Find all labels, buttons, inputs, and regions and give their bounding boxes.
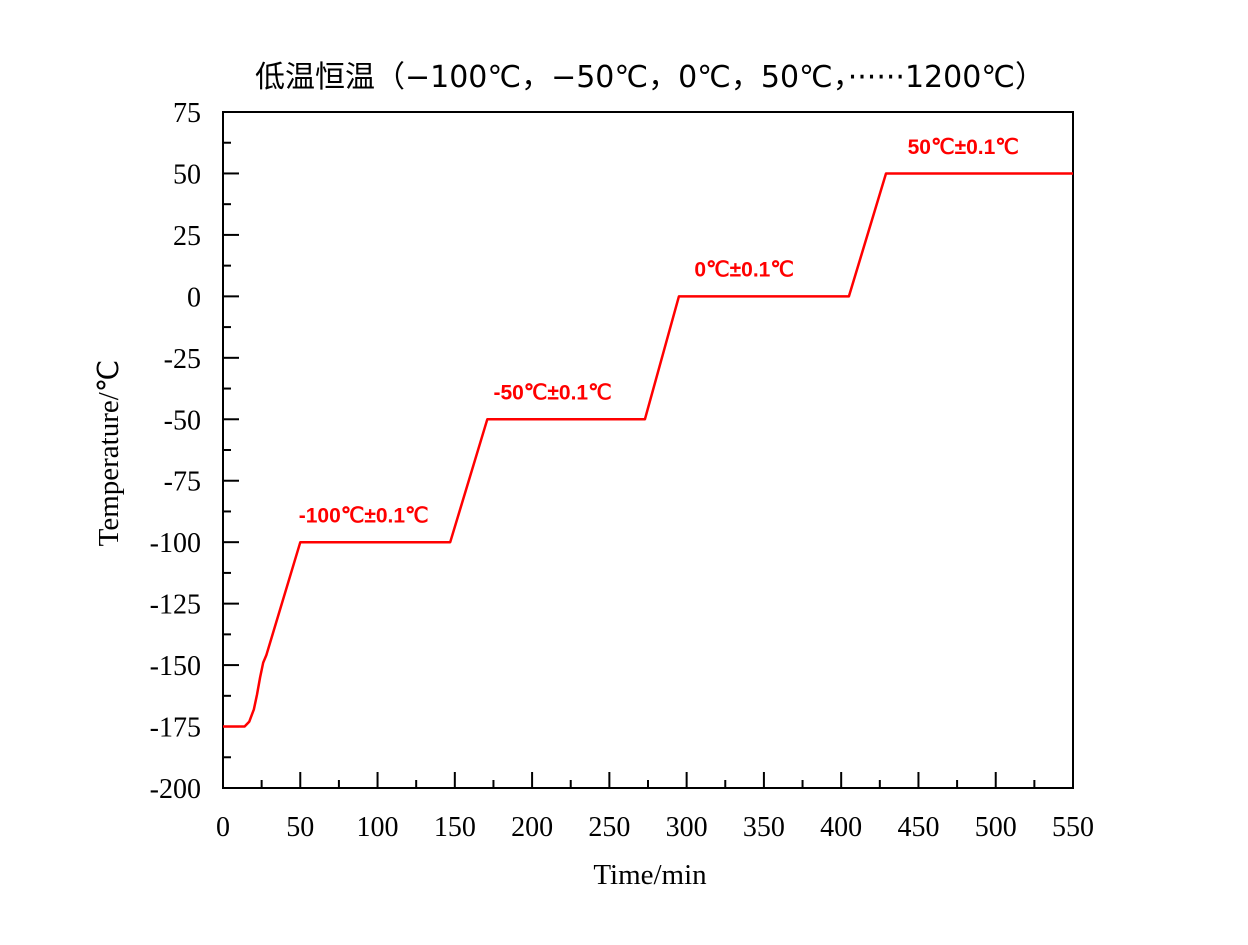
x-tick-label: 400	[820, 812, 862, 843]
x-tick-label: 550	[1052, 812, 1094, 843]
x-axis-label: Time/min	[593, 859, 707, 891]
plateau-annotation: 50℃±0.1℃	[908, 136, 1019, 159]
plateau-annotation: 0℃±0.1℃	[694, 259, 794, 282]
x-tick-label: 50	[286, 812, 314, 843]
temperature-series-line	[223, 172, 1073, 728]
plateau-annotation: -100℃±0.1℃	[299, 505, 429, 528]
y-tick-label: -100	[150, 528, 201, 559]
y-tick-label: 50	[173, 159, 201, 190]
x-tick-label: 500	[975, 812, 1017, 843]
y-tick-label: -125	[150, 590, 201, 621]
y-tick-label: 0	[187, 282, 201, 313]
x-tick-label: 450	[897, 812, 939, 843]
x-tick-label: 200	[511, 812, 553, 843]
y-tick-label: -25	[164, 344, 201, 375]
chart-title: 低温恒温（−100℃，−50℃，0℃，50℃，······1200℃）	[255, 60, 1045, 95]
plot-frame	[222, 111, 1074, 789]
y-tick-label: -200	[150, 774, 201, 805]
x-tick-label: 250	[588, 812, 630, 843]
plot-area: 0 50 100 150 200 250 300 350 400 450 500 5507550250…	[150, 98, 1094, 843]
x-tick-label: 350	[743, 812, 785, 843]
y-tick-label: -50	[164, 405, 201, 436]
y-tick-label: 25	[173, 221, 201, 252]
y-axis-label: Temperature/℃	[93, 360, 125, 547]
plateau-annotation: -50℃±0.1℃	[493, 382, 611, 405]
x-tick-label: 0	[216, 812, 230, 843]
x-tick-label: 300	[666, 812, 708, 843]
y-tick-label: 75	[173, 98, 201, 129]
x-tick-label: 150	[434, 812, 476, 843]
x-tick-label: 100	[357, 812, 399, 843]
y-tick-label: -75	[164, 467, 201, 498]
y-tick-label: -150	[150, 651, 201, 682]
y-tick-label: -175	[150, 713, 201, 744]
